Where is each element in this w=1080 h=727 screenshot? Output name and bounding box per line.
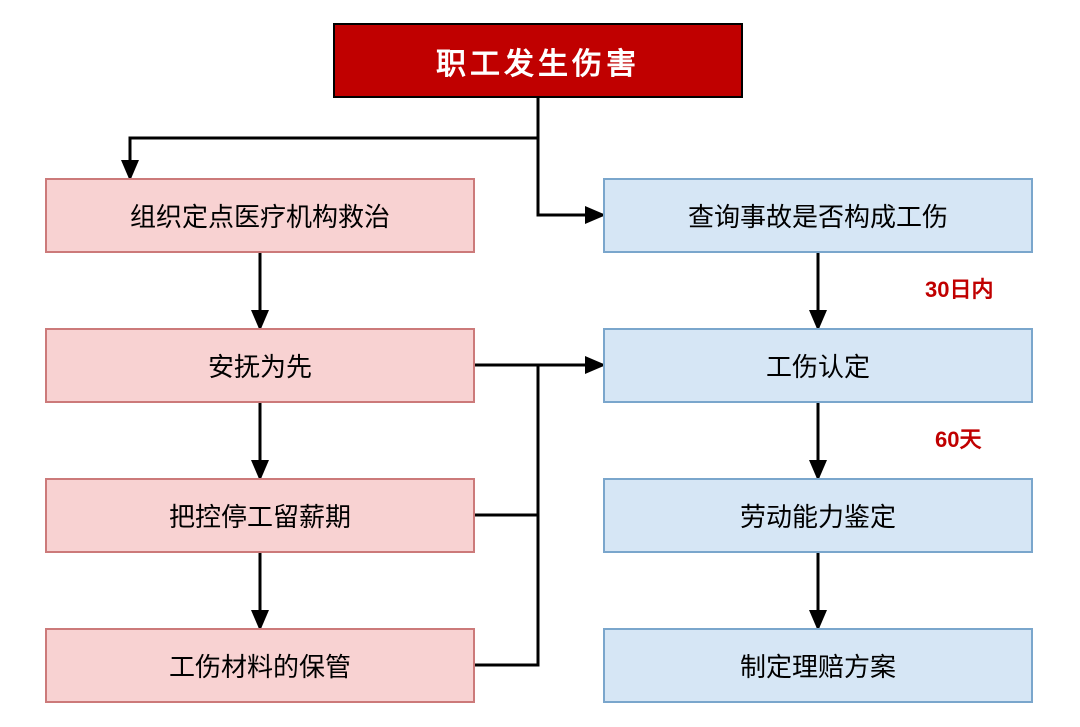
- node-l2-label: 安抚为先: [208, 347, 312, 384]
- edge-label-30: 30日内: [925, 272, 993, 304]
- node-r2: 工伤认定: [603, 328, 1033, 403]
- node-start-label: 职工发生伤害: [436, 39, 640, 83]
- node-r3: 劳动能力鉴定: [603, 478, 1033, 553]
- node-r1-label: 查询事故是否构成工伤: [688, 197, 948, 234]
- node-r4-label: 制定理赔方案: [740, 647, 896, 684]
- node-r4: 制定理赔方案: [603, 628, 1033, 703]
- node-l1-label: 组织定点医疗机构救治: [130, 197, 390, 234]
- node-l2: 安抚为先: [45, 328, 475, 403]
- node-l1: 组织定点医疗机构救治: [45, 178, 475, 253]
- flowchart-container: 职工发生伤害 组织定点医疗机构救治 安抚为先 把控停工留薪期 工伤材料的保管 查…: [0, 0, 1080, 727]
- node-start: 职工发生伤害: [333, 23, 743, 98]
- edge-label-60: 60天: [935, 422, 981, 454]
- node-r1: 查询事故是否构成工伤: [603, 178, 1033, 253]
- node-r2-label: 工伤认定: [766, 347, 870, 384]
- node-l3: 把控停工留薪期: [45, 478, 475, 553]
- node-l4: 工伤材料的保管: [45, 628, 475, 703]
- node-l3-label: 把控停工留薪期: [169, 497, 351, 534]
- node-l4-label: 工伤材料的保管: [169, 647, 351, 684]
- node-r3-label: 劳动能力鉴定: [740, 497, 896, 534]
